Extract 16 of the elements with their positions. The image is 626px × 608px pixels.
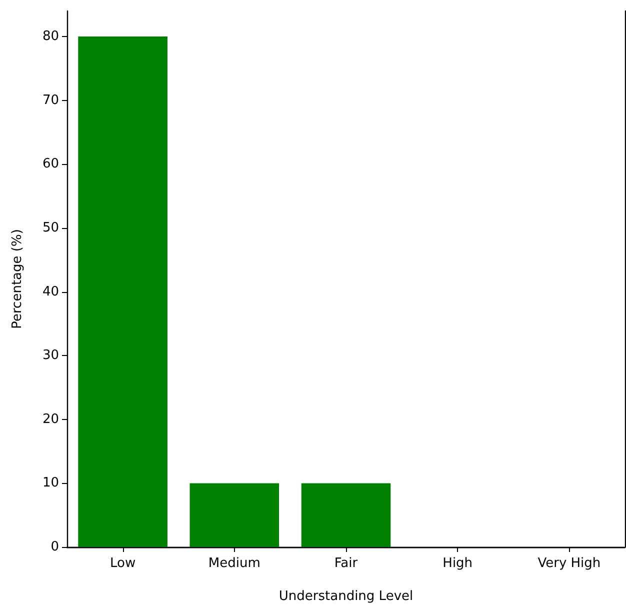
y-tick-label: 40	[42, 284, 59, 300]
x-tick-label: Medium	[208, 556, 260, 571]
y-tick-label: 0	[50, 540, 59, 554]
y-tick-label: 60	[42, 156, 59, 172]
y-tick-label: 70	[42, 92, 59, 108]
y-tick-label: 30	[42, 348, 59, 364]
x-axis-title: Understanding Level	[278, 589, 414, 604]
x-tick-label: High	[442, 556, 473, 571]
y-tick-label: 10	[42, 476, 59, 491]
y-tick-label: 50	[42, 220, 59, 236]
y-axis-title: Percentage (%)	[10, 229, 25, 329]
y-tick-label: 80	[42, 29, 59, 44]
x-tick-label: Very High	[538, 556, 601, 571]
y-tick-label: 20	[42, 412, 59, 427]
x-tick-label: Low	[110, 556, 136, 571]
x-tick-label: Fair	[334, 556, 358, 571]
